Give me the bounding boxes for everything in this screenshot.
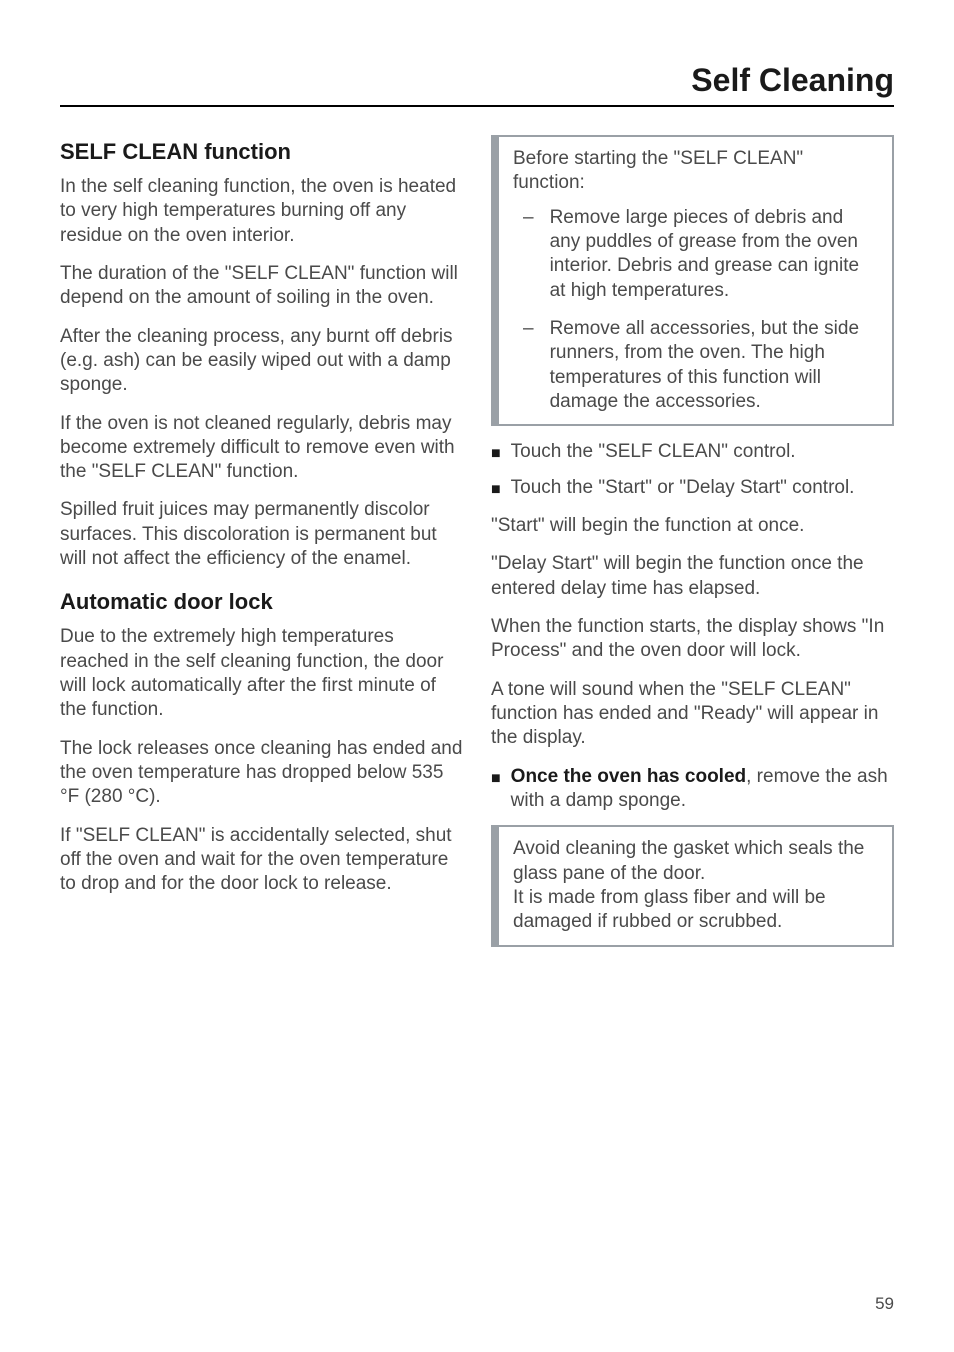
list-item-text: Remove all accessories, but the side run… (550, 317, 878, 414)
body-text: Spilled fruit juices may permanently dis… (60, 498, 463, 571)
page: Self Cleaning SELF CLEAN function In the… (0, 0, 954, 1352)
heading-self-clean: SELF CLEAN function (60, 139, 463, 165)
list-item: ■ Touch the "SELF CLEAN" control. (491, 440, 894, 466)
body-text: After the cleaning process, any burnt of… (60, 325, 463, 398)
page-number: 59 (875, 1294, 894, 1314)
body-text: The duration of the "SELF CLEAN" functio… (60, 262, 463, 311)
body-text: When the function starts, the display sh… (491, 615, 894, 664)
bold-text: Once the oven has cooled (511, 766, 746, 787)
square-bullet-list: ■ Once the oven has cooled, remove the a… (491, 765, 894, 814)
body-text: "Delay Start" will begin the function on… (491, 552, 894, 601)
body-text: "Start" will begin the function at once. (491, 514, 894, 538)
dash-icon: – (523, 317, 534, 414)
callout-intro: Before starting the "SELF CLEAN" functio… (513, 147, 878, 196)
heading-door-lock: Automatic door lock (60, 589, 463, 615)
callout-text: It is made from glass fiber and will be … (513, 886, 878, 935)
page-title: Self Cleaning (60, 62, 894, 107)
list-item-text: Remove large pieces of debris and any pu… (550, 206, 878, 303)
body-text: If "SELF CLEAN" is accidentally selected… (60, 824, 463, 897)
list-item-text: Touch the "SELF CLEAN" control. (511, 440, 796, 466)
square-bullet-icon: ■ (491, 765, 501, 814)
body-text: Due to the extremely high temperatures r… (60, 625, 463, 722)
list-item: – Remove large pieces of debris and any … (513, 206, 878, 303)
list-item: ■ Once the oven has cooled, remove the a… (491, 765, 894, 814)
list-item-text: Touch the "Start" or "Delay Start" contr… (511, 476, 855, 502)
square-bullet-icon: ■ (491, 440, 501, 466)
callout-dash-list: – Remove large pieces of debris and any … (513, 206, 878, 415)
callout-box-gasket-warning: Avoid cleaning the gasket which seals th… (491, 825, 894, 946)
right-column: Before starting the "SELF CLEAN" functio… (491, 135, 894, 961)
content-columns: SELF CLEAN function In the self cleaning… (60, 135, 894, 961)
callout-box-before-starting: Before starting the "SELF CLEAN" functio… (491, 135, 894, 426)
list-item: – Remove all accessories, but the side r… (513, 317, 878, 414)
square-bullet-icon: ■ (491, 476, 501, 502)
list-item: ■ Touch the "Start" or "Delay Start" con… (491, 476, 894, 502)
body-text: If the oven is not cleaned regularly, de… (60, 412, 463, 485)
square-bullet-list: ■ Touch the "SELF CLEAN" control. ■ Touc… (491, 440, 894, 502)
body-text: A tone will sound when the "SELF CLEAN" … (491, 678, 894, 751)
left-column: SELF CLEAN function In the self cleaning… (60, 135, 463, 961)
list-item-text: Once the oven has cooled, remove the ash… (511, 765, 894, 814)
callout-text: Avoid cleaning the gasket which seals th… (513, 837, 878, 886)
dash-icon: – (523, 206, 534, 303)
body-text: The lock releases once cleaning has ende… (60, 737, 463, 810)
body-text: In the self cleaning function, the oven … (60, 175, 463, 248)
